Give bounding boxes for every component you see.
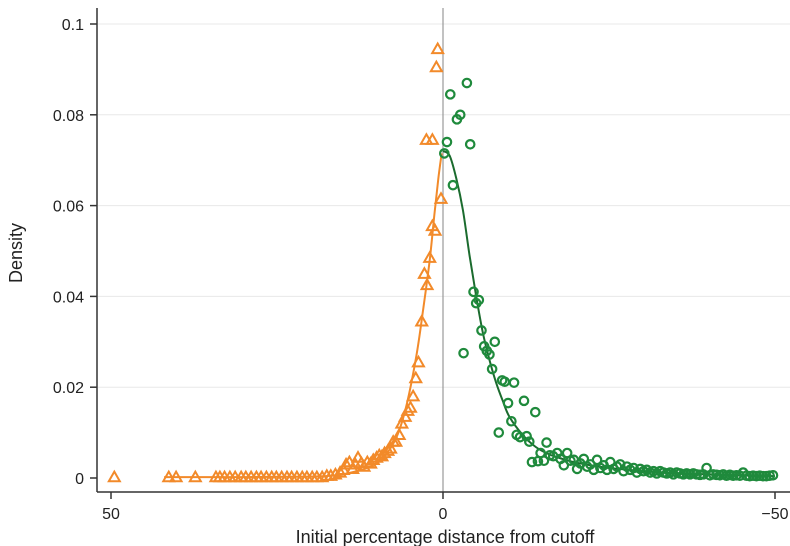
- data-point-circle: [461, 77, 473, 89]
- data-point-circle: [468, 286, 479, 298]
- data-point-circle: [541, 437, 552, 448]
- fit-line-right: [442, 150, 776, 478]
- y-tick-label: 0.02: [53, 380, 84, 397]
- data-point-circle: [493, 427, 505, 438]
- data-point-triangle: [338, 456, 354, 470]
- data-point-triangle: [314, 469, 330, 483]
- data-point-triangle: [397, 409, 413, 422]
- data-point-triangle: [405, 388, 421, 402]
- data-point-circle: [514, 431, 526, 443]
- data-point-triangle: [107, 469, 122, 483]
- data-point-circle: [526, 456, 538, 468]
- data-point-triangle: [429, 59, 444, 73]
- data-point-triangle: [394, 416, 410, 429]
- data-point-circle: [529, 406, 541, 418]
- y-tick-label: 0.08: [53, 108, 84, 125]
- data-point-triangle: [419, 277, 435, 291]
- y-tick-label: 0: [75, 471, 84, 488]
- data-point-circle: [521, 430, 532, 442]
- data-point-circle: [518, 395, 530, 407]
- data-point-triangle: [425, 132, 440, 145]
- data-point-triangle: [168, 469, 184, 483]
- data-point-circle: [447, 179, 459, 191]
- data-point-circle: [473, 294, 485, 306]
- gridlines: [98, 23, 790, 388]
- data-points: [107, 41, 779, 483]
- data-point-circle: [476, 325, 487, 336]
- data-point-circle: [441, 136, 453, 148]
- data-point-circle: [484, 349, 495, 360]
- data-point-triangle: [332, 465, 348, 478]
- x-tick-label: 50: [102, 506, 120, 523]
- data-point-circle: [439, 148, 450, 159]
- axes: 0 0.02 0.04 0.06 0.08 0.1 50 0 −50: [53, 8, 790, 523]
- data-point-circle: [524, 436, 535, 447]
- data-point-triangle: [391, 427, 407, 440]
- data-point-triangle: [383, 440, 398, 454]
- data-point-triangle: [188, 469, 203, 483]
- data-point-circle: [445, 89, 456, 100]
- x-axis-title: Initial percentage distance from cutoff: [296, 527, 596, 546]
- data-point-circle: [506, 415, 517, 427]
- data-point-circle: [454, 109, 466, 121]
- data-point-circle: [538, 455, 550, 467]
- y-tick-label: 0.06: [53, 199, 84, 216]
- data-point-circle: [458, 347, 469, 359]
- data-point-triangle: [422, 250, 437, 263]
- data-point-circle: [508, 377, 520, 388]
- data-point-triangle: [433, 191, 449, 204]
- data-point-circle: [464, 139, 476, 150]
- data-point-circle: [588, 464, 600, 476]
- data-point-circle: [489, 336, 501, 348]
- data-point-triangle: [427, 223, 443, 236]
- y-tick-label: 0.04: [53, 289, 84, 306]
- data-point-circle: [757, 470, 769, 482]
- data-point-triangle: [408, 370, 423, 384]
- x-tick-label: −50: [761, 506, 788, 523]
- x-tick-label: 0: [439, 506, 448, 523]
- data-point-circle: [767, 469, 779, 481]
- y-tick-label: 0.1: [62, 17, 84, 34]
- data-point-circle: [502, 397, 514, 409]
- fit-lines: [164, 150, 776, 479]
- data-point-triangle: [417, 266, 432, 279]
- data-point-triangle: [323, 468, 339, 481]
- data-point-triangle: [403, 400, 418, 413]
- data-point-circle: [486, 363, 498, 375]
- data-point-triangle: [411, 354, 426, 368]
- data-point-triangle: [414, 313, 429, 327]
- data-point-triangle: [388, 434, 404, 447]
- y-axis-title: Density: [6, 223, 26, 283]
- data-point-triangle: [161, 469, 176, 483]
- data-point-triangle: [430, 41, 445, 55]
- data-point-triangle: [380, 443, 396, 456]
